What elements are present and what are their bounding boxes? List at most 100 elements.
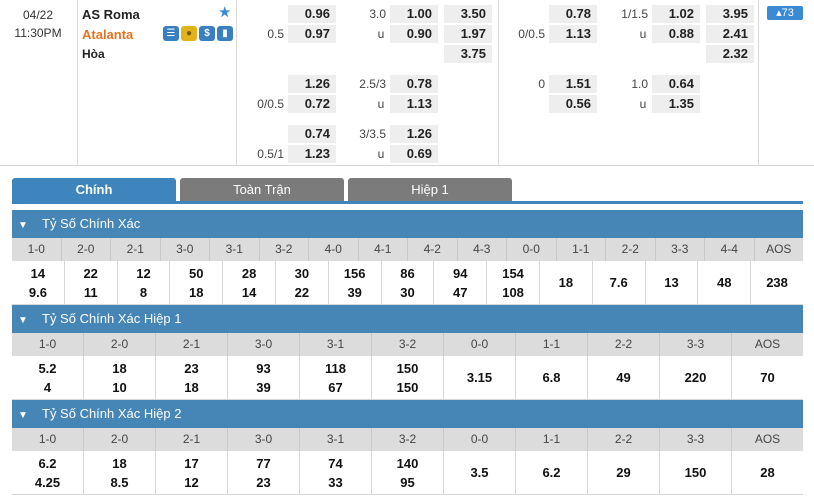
away-score-odds[interactable]: 8 (139, 285, 148, 300)
score-odds-cell[interactable]: 150 (660, 451, 732, 494)
section-header[interactable]: ▼ Tỷ Số Chính Xác Hiệp 1 (12, 305, 803, 333)
home-score-odds[interactable]: 18 (112, 361, 127, 376)
draw-score-odds[interactable]: 6.8 (542, 370, 561, 385)
draw-score-odds[interactable]: 28 (760, 465, 775, 480)
away-score-odds[interactable]: 67 (328, 380, 343, 395)
score-odds-cell[interactable]: 18 (540, 261, 593, 304)
chevron-down-icon[interactable]: ▼ (18, 315, 28, 326)
home-score-odds[interactable]: 12 (136, 266, 151, 281)
chevron-down-icon[interactable]: ▼ (18, 410, 28, 421)
home-score-odds[interactable]: 17 (184, 456, 199, 471)
section-header[interactable]: ▼ Tỷ Số Chính Xác Hiệp 2 (12, 400, 803, 428)
away-score-odds[interactable]: 33 (328, 475, 343, 490)
away-score-odds[interactable]: 9.6 (28, 285, 47, 300)
draw-score-odds[interactable]: 3.15 (466, 370, 493, 385)
score-odds-cell[interactable]: 150 150 (372, 356, 444, 399)
draw-score-odds[interactable]: 18 (558, 275, 574, 290)
score-odds-cell[interactable]: 23 18 (156, 356, 228, 399)
odds-cell[interactable]: 0.78 (390, 75, 438, 93)
home-score-odds[interactable]: 118 (325, 361, 346, 376)
score-odds-cell[interactable]: 18 10 (84, 356, 156, 399)
score-odds-cell[interactable]: 5.2 4 (12, 356, 84, 399)
draw-score-odds[interactable]: 220 (684, 370, 707, 385)
score-odds-cell[interactable]: 238 (751, 261, 803, 304)
odds-cell[interactable]: 0.72 (288, 95, 336, 113)
coin-icon[interactable]: ● (181, 26, 197, 41)
score-odds-cell[interactable]: 30 22 (276, 261, 329, 304)
score-odds-cell[interactable]: 50 18 (170, 261, 224, 304)
score-odds-cell[interactable]: 28 14 (223, 261, 276, 304)
draw-score-odds[interactable]: 48 (717, 275, 732, 290)
score-odds-cell[interactable]: 12 8 (118, 261, 171, 304)
away-score-odds[interactable]: 4.25 (34, 475, 61, 490)
score-odds-cell[interactable]: 3.15 (444, 356, 516, 399)
draw-score-odds[interactable]: 49 (616, 370, 631, 385)
odds-cell[interactable]: 3.50 (444, 5, 492, 23)
home-score-odds[interactable]: 5.2 (38, 361, 57, 376)
tab-full-match[interactable]: Toàn Trận (180, 178, 344, 202)
section-header[interactable]: ▼ Tỷ Số Chính Xác (12, 210, 803, 238)
away-score-odds[interactable]: 18 (184, 380, 199, 395)
score-odds-cell[interactable]: 93 39 (228, 356, 300, 399)
odds-cell[interactable]: 1.26 (288, 75, 336, 93)
away-team[interactable]: Atalanta (82, 27, 134, 42)
score-odds-cell[interactable]: 3.5 (444, 451, 516, 494)
home-score-odds[interactable]: 77 (256, 456, 271, 471)
odds-cell[interactable]: 0.78 (549, 5, 597, 23)
odds-cell[interactable]: 0.96 (288, 5, 336, 23)
away-score-odds[interactable]: 23 (256, 475, 271, 490)
chevron-down-icon[interactable]: ▼ (18, 220, 28, 231)
score-odds-cell[interactable]: 13 (646, 261, 699, 304)
odds-cell[interactable]: 1.02 (652, 5, 700, 23)
draw-score-odds[interactable]: 70 (760, 370, 775, 385)
draw-score-odds[interactable]: 6.2 (542, 465, 561, 480)
home-team[interactable]: AS Roma (82, 7, 140, 22)
odds-cell[interactable]: 1.51 (549, 75, 597, 93)
odds-cell[interactable]: 0.56 (549, 95, 597, 113)
odds-cell[interactable]: 1.35 (652, 95, 700, 113)
home-score-odds[interactable]: 154 (502, 266, 524, 281)
score-odds-cell[interactable]: 86 30 (382, 261, 435, 304)
away-score-odds[interactable]: 150 (396, 380, 419, 395)
score-odds-cell[interactable]: 17 12 (156, 451, 228, 494)
away-score-odds[interactable]: 108 (502, 285, 524, 300)
score-odds-cell[interactable]: 14 9.6 (12, 261, 65, 304)
score-odds-cell[interactable]: 28 (732, 451, 803, 494)
home-score-odds[interactable]: 6.2 (38, 456, 57, 471)
score-odds-cell[interactable]: 7.6 (593, 261, 646, 304)
score-odds-cell[interactable]: 6.2 (516, 451, 588, 494)
home-score-odds[interactable]: 140 (396, 456, 419, 471)
home-score-odds[interactable]: 150 (396, 361, 419, 376)
score-odds-cell[interactable]: 140 95 (372, 451, 444, 494)
home-score-odds[interactable]: 94 (453, 266, 468, 281)
tab-half-1[interactable]: Hiệp 1 (348, 178, 512, 202)
odds-cell[interactable]: 0.97 (288, 25, 336, 43)
odds-cell[interactable]: 2.41 (706, 25, 754, 43)
score-odds-cell[interactable]: 22 11 (65, 261, 118, 304)
chart-icon[interactable]: ▮ (217, 26, 233, 41)
home-score-odds[interactable]: 156 (343, 266, 366, 281)
home-score-odds[interactable]: 86 (400, 266, 415, 281)
odds-cell[interactable]: 1.23 (288, 145, 336, 163)
away-score-odds[interactable]: 39 (256, 380, 271, 395)
away-score-odds[interactable]: 39 (347, 285, 362, 300)
away-score-odds[interactable]: 30 (400, 285, 415, 300)
odds-cell[interactable]: 3.95 (706, 5, 754, 23)
draw-score-odds[interactable]: 13 (664, 275, 679, 290)
away-score-odds[interactable]: 8.5 (110, 475, 129, 490)
score-odds-cell[interactable]: 118 67 (300, 356, 372, 399)
draw-score-odds[interactable]: 29 (616, 465, 631, 480)
odds-cell[interactable]: 3.75 (444, 45, 492, 63)
score-odds-cell[interactable]: 220 (660, 356, 732, 399)
home-score-odds[interactable]: 50 (189, 266, 204, 281)
draw-score-odds[interactable]: 7.6 (609, 275, 628, 290)
score-odds-cell[interactable]: 6.2 4.25 (12, 451, 84, 494)
draw-score-odds[interactable]: 238 (766, 275, 788, 290)
live-stats-icon[interactable]: ☰ (163, 26, 179, 41)
away-score-odds[interactable]: 22 (294, 285, 310, 300)
score-odds-cell[interactable]: 6.8 (516, 356, 588, 399)
score-odds-cell[interactable]: 49 (588, 356, 660, 399)
odds-cell[interactable]: 0.69 (390, 145, 438, 163)
home-score-odds[interactable]: 30 (294, 266, 310, 281)
tab-main[interactable]: Chính (12, 178, 176, 202)
